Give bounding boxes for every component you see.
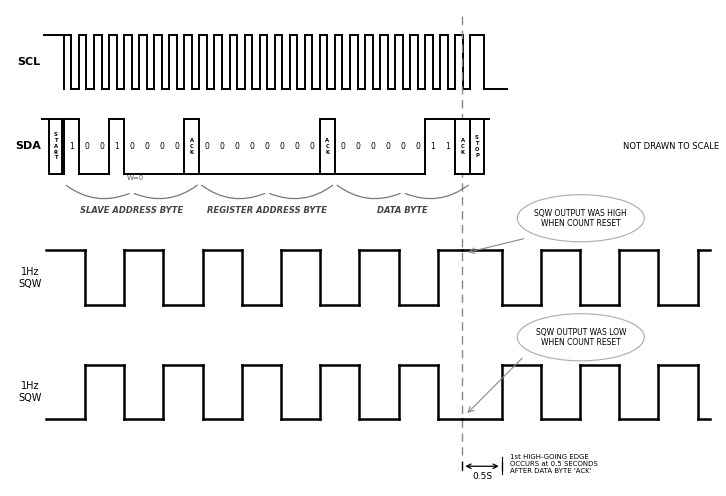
Text: 1st HIGH-GOING EDGE
OCCURS at 0.5 SECONDS
AFTER DATA BYTE 'ACK': 1st HIGH-GOING EDGE OCCURS at 0.5 SECOND… — [510, 454, 598, 474]
Text: W=0: W=0 — [126, 175, 144, 181]
Text: 0: 0 — [280, 142, 285, 151]
Text: 0: 0 — [219, 142, 224, 151]
Text: 0: 0 — [265, 142, 269, 151]
Bar — [184, 119, 200, 174]
Bar — [320, 119, 335, 174]
Ellipse shape — [518, 314, 645, 361]
Text: A
C
K: A C K — [461, 138, 465, 155]
Text: 0: 0 — [340, 142, 345, 151]
Text: 0: 0 — [355, 142, 360, 151]
Text: 0: 0 — [174, 142, 179, 151]
Text: S
T
O
P: S T O P — [475, 135, 479, 158]
Text: 1: 1 — [446, 142, 450, 151]
Text: DATA BYTE: DATA BYTE — [378, 206, 428, 215]
Text: SCL: SCL — [17, 57, 41, 67]
Text: SQW OUTPUT WAS HIGH
WHEN COUNT RESET: SQW OUTPUT WAS HIGH WHEN COUNT RESET — [534, 208, 627, 228]
Text: 0.5S: 0.5S — [472, 472, 492, 481]
Text: 0: 0 — [234, 142, 240, 151]
Text: 0: 0 — [310, 142, 315, 151]
Text: 0: 0 — [250, 142, 255, 151]
Ellipse shape — [518, 194, 645, 242]
Text: 1Hz
SQW: 1Hz SQW — [18, 381, 41, 403]
Text: REGISTER ADDRESS BYTE: REGISTER ADDRESS BYTE — [207, 206, 327, 215]
Text: 0: 0 — [84, 142, 89, 151]
Text: 0: 0 — [386, 142, 390, 151]
Text: 0: 0 — [144, 142, 149, 151]
Bar — [455, 119, 470, 174]
Text: 0: 0 — [99, 142, 104, 151]
Text: S
T
A
R
T: S T A R T — [54, 132, 58, 160]
Text: A
C
K: A C K — [325, 138, 330, 155]
Bar — [470, 119, 484, 174]
Text: 0: 0 — [370, 142, 375, 151]
Text: 0: 0 — [415, 142, 420, 151]
Text: 0: 0 — [205, 142, 209, 151]
Text: 1: 1 — [431, 142, 435, 151]
Text: 0: 0 — [129, 142, 134, 151]
Text: SQW OUTPUT WAS LOW
WHEN COUNT RESET: SQW OUTPUT WAS LOW WHEN COUNT RESET — [536, 327, 626, 347]
Text: A
C
K: A C K — [189, 138, 194, 155]
Text: 0: 0 — [400, 142, 405, 151]
Bar — [49, 119, 62, 174]
Text: SLAVE ADDRESS BYTE: SLAVE ADDRESS BYTE — [80, 206, 183, 215]
Text: SDA: SDA — [15, 141, 41, 151]
Text: NOT DRAWN TO SCALE: NOT DRAWN TO SCALE — [624, 142, 719, 151]
Text: 0: 0 — [159, 142, 164, 151]
Text: 0: 0 — [295, 142, 300, 151]
Text: 1: 1 — [69, 142, 74, 151]
Text: 1Hz
SQW: 1Hz SQW — [18, 267, 41, 289]
Text: 1: 1 — [114, 142, 119, 151]
